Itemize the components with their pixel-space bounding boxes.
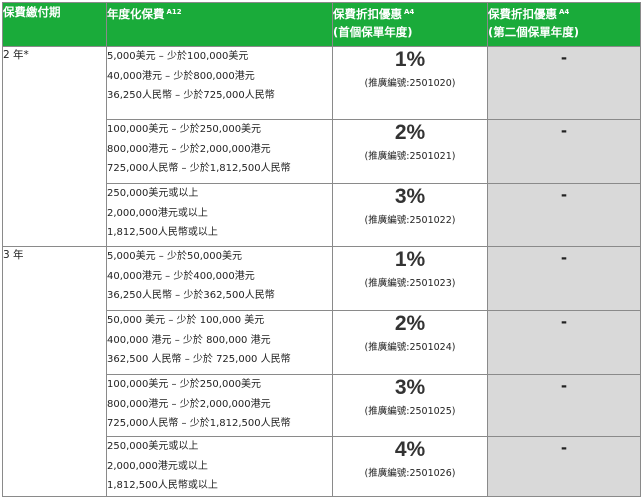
premium-line-usd: 250,000美元或以上 — [107, 441, 199, 452]
header-payment-term: 保費繳付期 — [2, 2, 107, 47]
premium-line-rmb: 725,000人民幣 – 少於1,812,500人民幣 — [107, 418, 291, 429]
promo-code: (推廣編號:2501021) — [364, 151, 456, 162]
discount-second-year-cell: - — [487, 374, 641, 437]
premium-line-usd: 100,000美元 – 少於250,000美元 — [107, 379, 262, 390]
premium-line-usd: 5,000美元 – 少於100,000美元 — [107, 51, 249, 62]
term-label: 2 年* — [3, 49, 29, 61]
discount-rate: 2% — [394, 312, 426, 335]
discount-second-year-cell: - — [487, 119, 641, 184]
promo-code: (推廣編號:2501023) — [364, 278, 456, 289]
discount-second-year-cell: - — [487, 183, 641, 247]
header-discount-first-label: 保費折扣優惠 — [333, 7, 402, 21]
discount-first-year-cell: 3% (推廣編號:2501022) — [332, 183, 488, 247]
premium-range-cell: 5,000美元 – 少於100,000美元 40,000港元 – 少於800,0… — [106, 46, 333, 120]
table-row: 250,000美元或以上 2,000,000港元或以上 1,812,500人民幣… — [3, 436, 641, 497]
header-discount-second-label: 保費折扣優惠 — [488, 7, 557, 21]
table-header-row: 保費繳付期 年度化保費 A12 保費折扣優惠 A4 (首個保單年度) 保費折扣優惠 A… — [2, 2, 641, 47]
header-annual-premium-label: 年度化保費 — [107, 7, 165, 21]
discount-first-year-cell: 3% (推廣編號:2501025) — [332, 374, 488, 437]
discount-second-year-cell: - — [487, 310, 641, 375]
promo-code: (推廣編號:2501026) — [364, 468, 456, 479]
discount-first-year-cell: 2% (推廣編號:2501024) — [332, 310, 488, 375]
table-row: 2 年* 5,000美元 – 少於100,000美元 40,000港元 – 少於… — [2, 46, 641, 247]
header-discount-first-note: A4 — [404, 8, 415, 16]
discount-second-year-cell: - — [487, 246, 641, 311]
discount-rate: 4% — [394, 438, 426, 461]
table-row: 100,000美元 – 少於250,000美元 800,000港元 – 少於2,… — [3, 119, 641, 184]
table-row: 3 年 5,000美元 – 少於50,000美元 40,000港元 – 少於40… — [2, 246, 641, 497]
discount-first-year-cell: 2% (推廣編號:2501021) — [332, 119, 488, 184]
premium-line-rmb: 1,812,500人民幣或以上 — [107, 227, 218, 238]
premium-line-rmb: 36,250人民幣 – 少於725,000人民幣 — [107, 90, 275, 101]
promo-code: (推廣編號:2501022) — [364, 215, 456, 226]
premium-line-hkd: 800,000港元 – 少於2,000,000港元 — [107, 398, 271, 410]
header-annual-premium-note: A12 — [166, 8, 182, 16]
premium-line-hkd: 40,000港元 – 少於800,000港元 — [107, 70, 255, 82]
table-row: 250,000美元或以上 2,000,000港元或以上 1,812,500人民幣… — [3, 183, 641, 247]
discount-second-year-cell: - — [487, 436, 641, 497]
premium-line-hkd: 400,000 港元 – 少於 800,000 港元 — [107, 334, 271, 346]
header-discount-first-sub: (首個保單年度) — [333, 25, 413, 39]
premium-line-rmb: 725,000人民幣 – 少於1,812,500人民幣 — [107, 163, 291, 174]
discount-first-year-cell: 4% (推廣編號:2501026) — [332, 436, 488, 497]
table-row: 50,000 美元 – 少於 100,000 美元 400,000 港元 – 少… — [3, 310, 641, 375]
term-label: 3 年 — [3, 249, 24, 261]
premium-line-hkd: 800,000港元 – 少於2,000,000港元 — [107, 143, 271, 155]
premium-line-rmb: 36,250人民幣 – 少於362,500人民幣 — [107, 290, 275, 301]
header-discount-second-sub: (第二個保單年度) — [488, 25, 580, 39]
discount-rate: 3% — [394, 376, 426, 399]
term-cell-2yr: 2 年* — [2, 46, 107, 247]
promo-code: (推廣編號:2501020) — [364, 78, 456, 89]
premium-line-usd: 250,000美元或以上 — [107, 188, 199, 199]
discount-first-year-cell: 1% (推廣編號:2501023) — [332, 246, 488, 311]
discount-first-year-cell: 1% (推廣編號:2501020) — [332, 46, 488, 120]
premium-line-usd: 50,000 美元 – 少於 100,000 美元 — [107, 315, 265, 326]
premium-range-cell: 250,000美元或以上 2,000,000港元或以上 1,812,500人民幣… — [106, 436, 333, 497]
discount-rate: 3% — [394, 185, 426, 208]
premium-line-usd: 100,000美元 – 少於250,000美元 — [107, 124, 262, 135]
header-discount-second-year: 保費折扣優惠 A4 (第二個保單年度) — [487, 2, 641, 47]
header-discount-first-year: 保費折扣優惠 A4 (首個保單年度) — [332, 2, 488, 47]
premium-range-cell: 50,000 美元 – 少於 100,000 美元 400,000 港元 – 少… — [106, 310, 333, 375]
header-annual-premium: 年度化保費 A12 — [106, 2, 333, 47]
premium-line-hkd: 2,000,000港元或以上 — [107, 207, 208, 219]
premium-line-rmb: 362,500 人民幣 – 少於 725,000 人民幣 — [107, 354, 291, 365]
premium-range-cell: 5,000美元 – 少於50,000美元 40,000港元 – 少於400,00… — [106, 246, 333, 311]
premium-line-hkd: 40,000港元 – 少於400,000港元 — [107, 270, 255, 282]
promo-code: (推廣編號:2501025) — [364, 406, 456, 417]
term-cell-3yr: 3 年 — [2, 246, 107, 497]
table-row: 100,000美元 – 少於250,000美元 800,000港元 – 少於2,… — [3, 374, 641, 437]
premium-line-hkd: 2,000,000港元或以上 — [107, 460, 208, 472]
promo-code: (推廣編號:2501024) — [364, 342, 456, 353]
discount-rate: 1% — [394, 48, 426, 71]
premium-line-usd: 5,000美元 – 少於50,000美元 — [107, 251, 242, 262]
premium-line-rmb: 1,812,500人民幣或以上 — [107, 480, 218, 491]
discount-second-year-cell: - — [487, 46, 641, 120]
discount-rate: 1% — [394, 248, 426, 271]
premium-range-cell: 100,000美元 – 少於250,000美元 800,000港元 – 少於2,… — [106, 374, 333, 437]
header-payment-term-label: 保費繳付期 — [3, 5, 61, 19]
header-discount-second-note: A4 — [559, 8, 570, 16]
premium-range-cell: 250,000美元或以上 2,000,000港元或以上 1,812,500人民幣… — [106, 183, 333, 247]
discount-rate: 2% — [394, 121, 426, 144]
premium-range-cell: 100,000美元 – 少於250,000美元 800,000港元 – 少於2,… — [106, 119, 333, 184]
